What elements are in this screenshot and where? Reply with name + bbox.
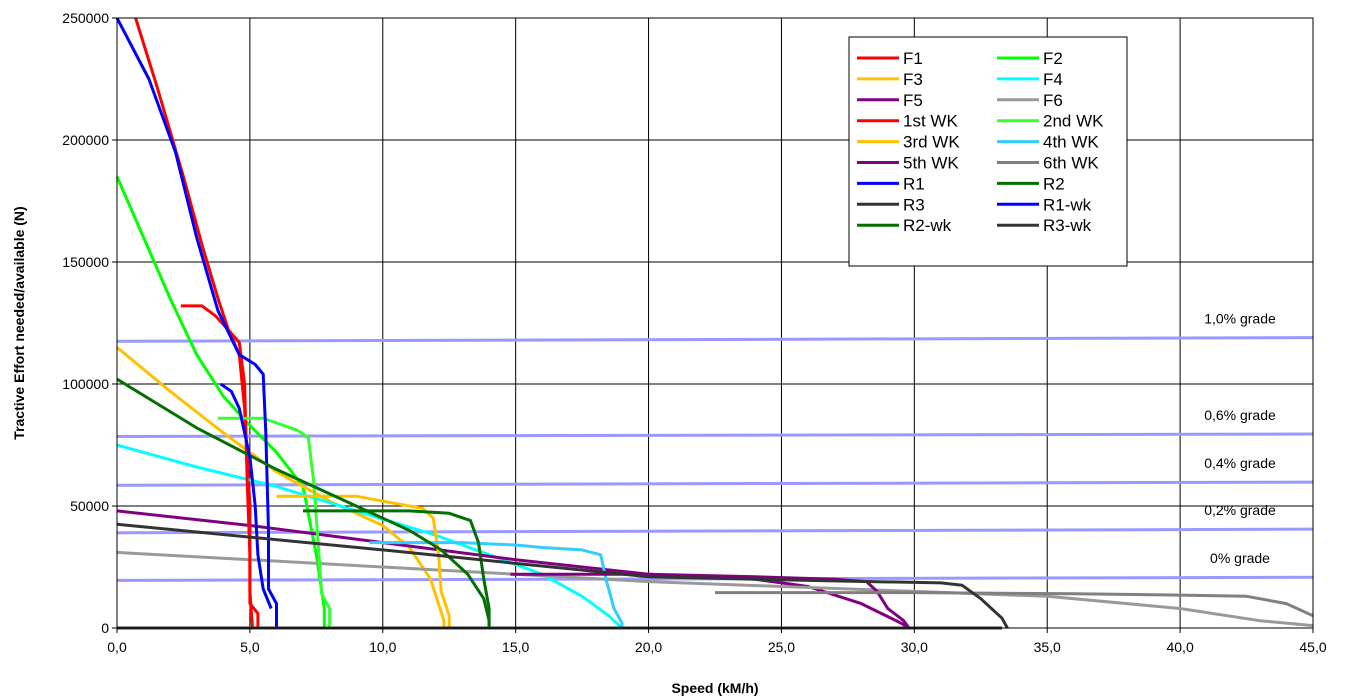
plot-area-border — [116, 17, 1314, 629]
x-tick-label: 15,0 — [502, 639, 529, 655]
legend-box — [848, 36, 1128, 267]
grade-label: 0% grade — [1210, 550, 1270, 566]
grade-label: 0,4% grade — [1204, 455, 1276, 471]
series-r2 — [116, 377, 491, 628]
series-6th-wk — [715, 591, 1314, 618]
legend-label: R3-wk — [1043, 216, 1092, 235]
grade-line — [116, 432, 1314, 438]
legend-label: 4th WK — [1043, 133, 1099, 152]
series-r3-wk — [116, 522, 1009, 629]
series-4th-wk — [369, 541, 624, 628]
series-3rd-wk — [276, 494, 451, 628]
y-tick-label: 150000 — [62, 254, 109, 270]
legend-label: 5th WK — [903, 154, 959, 173]
y-tick-label: 0 — [101, 620, 109, 636]
legend-label: F6 — [1043, 91, 1063, 110]
y-axis-title: Tractive Effort needed/available (N) — [11, 206, 27, 439]
x-tick-label: 5,0 — [240, 639, 260, 655]
legend-label: F5 — [903, 91, 923, 110]
series-1st-wk — [180, 304, 260, 628]
series-r2-wk — [303, 509, 491, 628]
legend-label: R1-wk — [1043, 195, 1092, 214]
grade-line — [116, 480, 1314, 487]
legend-label: 3rd WK — [903, 133, 960, 152]
series-r1-wk — [219, 382, 273, 610]
grade-label: 0,2% grade — [1204, 502, 1276, 518]
legend-label: R1 — [903, 174, 925, 193]
legend-label: 1st WK — [903, 112, 958, 131]
series-2nd-wk — [218, 416, 332, 628]
legend-label: F1 — [903, 49, 923, 68]
legend-label: R2 — [1043, 174, 1065, 193]
legend-label: 6th WK — [1043, 154, 1099, 173]
x-tick-label: 10,0 — [369, 639, 396, 655]
x-tick-label: 40,0 — [1166, 639, 1193, 655]
y-tick-label: 50000 — [70, 498, 109, 514]
x-tick-label: 0,0 — [107, 639, 127, 655]
grade-label: 0,6% grade — [1204, 407, 1276, 423]
y-tick-label: 100000 — [62, 376, 109, 392]
x-axis-title: Speed (kM/h) — [671, 680, 758, 696]
legend-label: F2 — [1043, 49, 1063, 68]
series-f4 — [116, 443, 624, 630]
x-tick-label: 25,0 — [768, 639, 795, 655]
series-f3 — [116, 346, 446, 628]
legend-label: 2nd WK — [1043, 112, 1104, 131]
y-axis-ticks: 0 50000 100000 150000 200000 250000 — [62, 10, 117, 636]
grade-label: 1,0% grade — [1204, 311, 1276, 327]
legend-label: R3 — [903, 195, 925, 214]
series-r1 — [115, 17, 278, 628]
grade-line — [116, 336, 1314, 343]
legend-label: F3 — [903, 70, 923, 89]
legend: F1 F2 F3 F4 F5 F6 1st WK 2nd WK 3rd WK 4th WK 5th … — [848, 36, 1128, 267]
legend-label: R2-wk — [903, 216, 952, 235]
x-axis-ticks: 0,0 5,0 10,0 15,0 20,0 25,0 30,0 35,0 40,0 45,0 — [107, 628, 1327, 655]
x-tick-label: 45,0 — [1299, 639, 1326, 655]
y-tick-label: 200000 — [62, 132, 109, 148]
x-tick-label: 30,0 — [901, 639, 928, 655]
x-tick-label: 20,0 — [635, 639, 662, 655]
series-lines — [115, 17, 1314, 630]
legend-label: F4 — [1043, 70, 1063, 89]
y-tick-label: 250000 — [62, 10, 109, 26]
x-tick-label: 35,0 — [1034, 639, 1061, 655]
